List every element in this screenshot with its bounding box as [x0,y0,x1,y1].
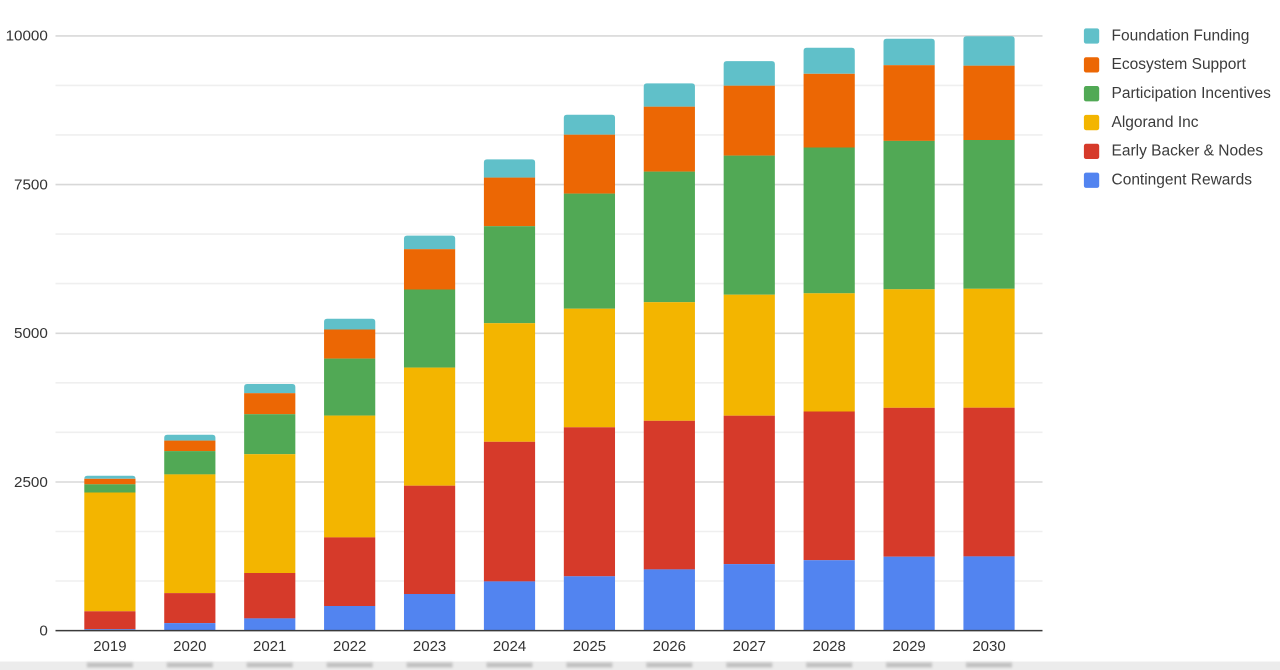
svg-text:Contingent Rewards: Contingent Rewards [1112,172,1253,189]
svg-text:2026: 2026 [653,638,686,655]
svg-text:2020: 2020 [173,638,206,655]
svg-text:2028: 2028 [813,638,846,655]
svg-text:Ecosystem Support: Ecosystem Support [1112,56,1247,73]
svg-text:2022: 2022 [333,638,366,655]
svg-text:Algorand Inc: Algorand Inc [1112,114,1199,131]
svg-text:0: 0 [39,622,47,639]
svg-text:5000: 5000 [14,325,48,342]
svg-text:7500: 7500 [14,176,48,193]
svg-text:2500: 2500 [14,474,48,491]
svg-text:Foundation Funding: Foundation Funding [1112,27,1250,44]
svg-text:2024: 2024 [493,638,526,655]
svg-text:2025: 2025 [573,638,606,655]
svg-text:2029: 2029 [892,638,925,655]
svg-text:2023: 2023 [413,638,446,655]
svg-text:2021: 2021 [253,638,286,655]
svg-text:Early Backer & Nodes: Early Backer & Nodes [1112,143,1264,160]
svg-text:Participation Incentives: Participation Incentives [1112,85,1272,102]
svg-text:2019: 2019 [93,638,126,655]
svg-text:2030: 2030 [972,638,1005,655]
svg-text:2027: 2027 [733,638,766,655]
svg-text:10000: 10000 [6,28,48,45]
